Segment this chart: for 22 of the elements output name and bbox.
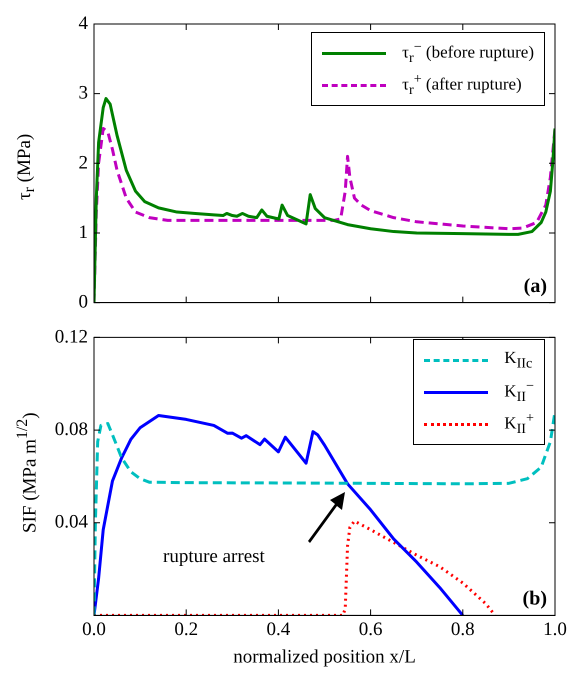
x-tick-label: 0.6: [358, 618, 382, 640]
legend-label: τ$_{r}$$^{+}$ (after rupture): [402, 70, 522, 100]
x-tick-label: 1.0: [543, 618, 567, 640]
line-series: [94, 520, 497, 616]
x-tick-label: 0.8: [450, 618, 475, 640]
y-tick-label: 0.04: [54, 512, 88, 533]
x-tick-label: 0.0: [82, 618, 106, 640]
legend-label: K$_{IIc}$: [504, 348, 532, 372]
x-tick-label: 0.4: [266, 618, 291, 640]
y-tick-label: 0.12: [54, 326, 88, 348]
annotation: (b): [522, 588, 547, 610]
legend-label: τ$_{r}$$^{−}$ (before rupture): [402, 38, 534, 68]
y-tick-label: 2: [78, 152, 88, 174]
y-tick-label: 4: [78, 12, 88, 34]
x-tick-label: 0.2: [174, 618, 198, 640]
x-axis-title: normalized position x/L: [233, 646, 416, 668]
y-tick-label: 1: [78, 222, 88, 243]
y-tick-label: 0: [78, 292, 88, 313]
y-tick-label: 3: [78, 82, 88, 104]
y-tick-label: 0.08: [54, 419, 88, 440]
annotation: rupture arrest: [163, 546, 265, 568]
annotation: (a): [524, 274, 547, 297]
